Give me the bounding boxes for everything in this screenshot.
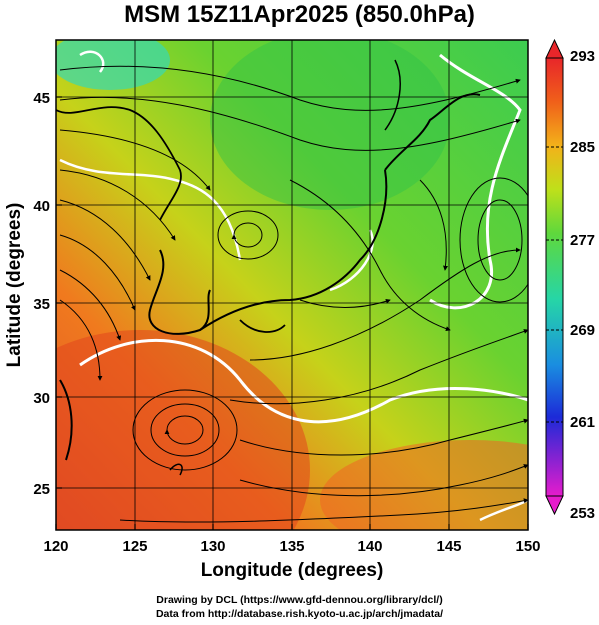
x-tick-label: 145 [436, 538, 461, 555]
colorbar-tick-label: 293 [570, 48, 595, 65]
x-tick-label: 135 [279, 538, 304, 555]
streamlines [59, 65, 528, 523]
x-tick-label: 130 [200, 538, 225, 555]
colorbar-tick-label: 253 [570, 505, 595, 522]
colorbar [545, 38, 564, 516]
x-axis-label: Longitude (degrees) [201, 560, 384, 581]
y-tick-label: 25 [33, 481, 50, 498]
colorbar-tick-label: 269 [570, 322, 595, 339]
y-tick-label: 40 [33, 198, 50, 215]
credit-drawing: Drawing by DCL (https://www.gfd-dennou.o… [156, 594, 443, 606]
colorbar-tick-label: 285 [570, 139, 595, 156]
x-tick-label: 120 [43, 538, 68, 555]
y-tick-label: 45 [33, 90, 50, 107]
colorbar-tick-label: 277 [570, 232, 595, 249]
tick-marks [55, 96, 529, 530]
y-axis-label: Latitude (degrees) [4, 203, 25, 368]
y-tick-label: 35 [33, 296, 50, 313]
y-tick-label: 30 [33, 390, 50, 407]
grid [56, 40, 528, 530]
credit-data-source: Data from http://database.rish.kyoto-u.a… [155, 608, 444, 620]
x-tick-label: 150 [515, 538, 540, 555]
x-tick-label: 125 [122, 538, 147, 555]
x-tick-label: 140 [357, 538, 382, 555]
temperature-field [56, 40, 528, 530]
colorbar-tick-label: 261 [570, 414, 595, 431]
plot-title: MSM 15Z11Apr2025 (850.0hPa) [124, 1, 475, 28]
